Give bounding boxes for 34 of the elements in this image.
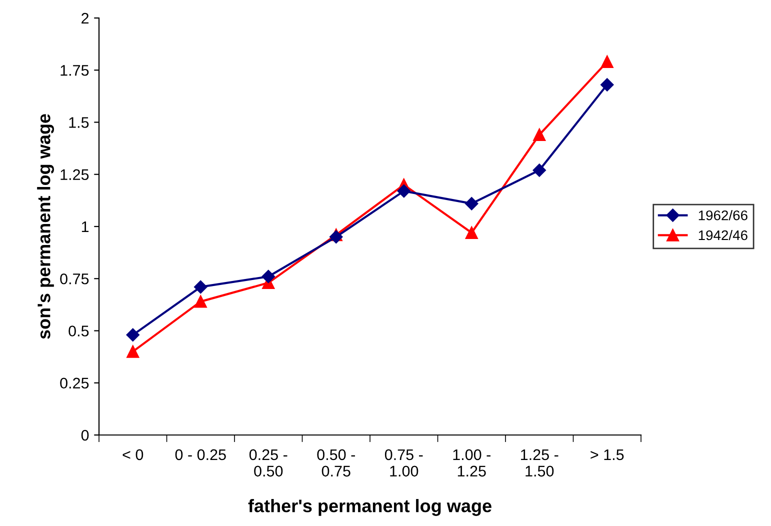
point <box>194 295 207 308</box>
point <box>600 56 614 68</box>
x-tick-label: 1.25 - 1.50 <box>521 449 558 477</box>
y-tick-label: 0.5 <box>68 326 89 336</box>
x-axis-title: father's permanent log wage <box>248 499 492 516</box>
x-tick-label: 1.00 - 1.25 <box>453 449 490 477</box>
y-tick-label: 1.25 <box>60 169 89 180</box>
point <box>397 184 410 198</box>
y-axis-title: son's permanent log wage <box>37 114 54 339</box>
point <box>126 328 140 342</box>
point <box>532 164 546 177</box>
x-tick-label: 0.75 - 1.00 <box>384 449 423 477</box>
x-tick-label: > 1.5 <box>590 449 624 460</box>
point <box>465 226 478 240</box>
point <box>126 345 140 358</box>
point <box>194 280 208 294</box>
legend-label: 1942/46 <box>698 230 748 240</box>
y-tick-label: 1.5 <box>69 117 89 128</box>
y-tick-label: 0.75 <box>60 273 89 284</box>
point <box>262 270 275 284</box>
point <box>465 196 478 210</box>
y-tick-label: 1 <box>82 222 89 232</box>
point <box>600 78 614 92</box>
x-tick-label: < 0 <box>122 449 144 460</box>
y-tick-label: 0.25 <box>60 378 89 389</box>
x-tick-label: 0.25 - 0.50 <box>249 449 288 477</box>
point <box>533 128 546 142</box>
y-tick-label: 2 <box>82 12 89 24</box>
y-tick-label: 0 <box>81 430 89 441</box>
y-tick-label: 1.75 <box>60 65 89 76</box>
x-tick-label: 0.50 - 0.75 <box>317 449 355 477</box>
x-tick-label: 0 - 0.25 <box>175 449 226 460</box>
legend-label: 1962/66 <box>698 210 748 220</box>
point <box>330 230 343 244</box>
